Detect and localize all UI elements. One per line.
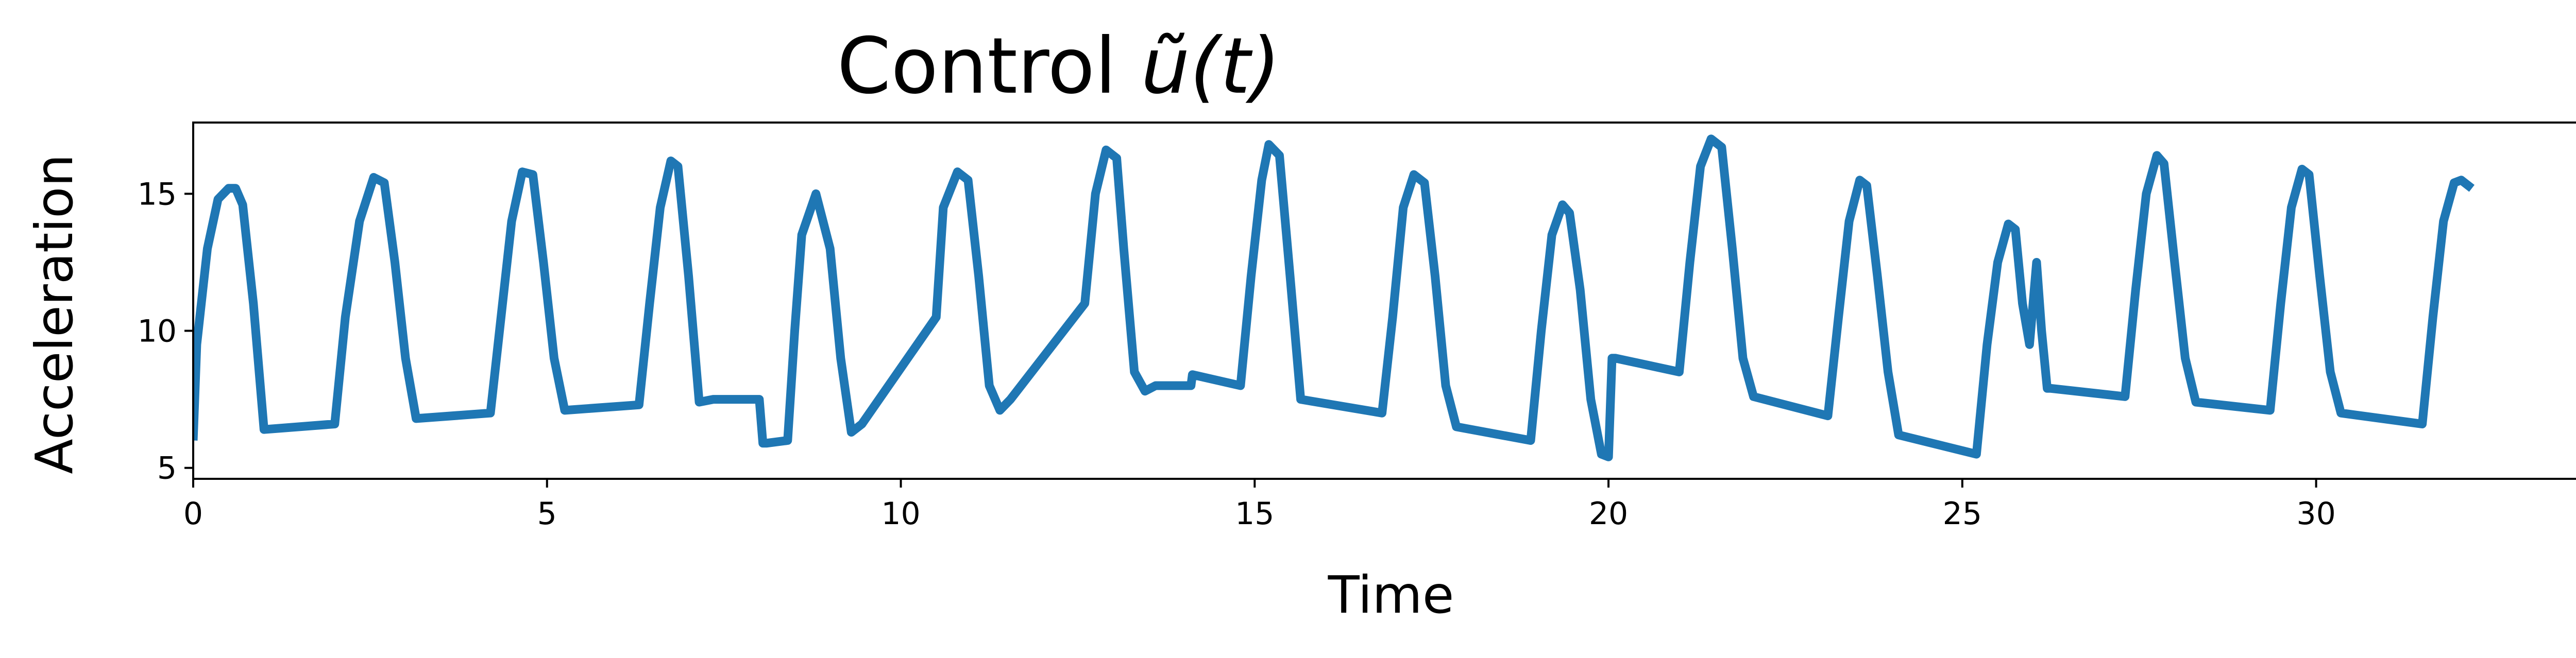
x-tick-label: 30 [2296, 496, 2335, 532]
x-tick-label: 20 [1589, 496, 1628, 532]
chart-title-text: Control [837, 22, 1141, 111]
x-tick-label: 10 [881, 496, 920, 532]
x-tick-label: 5 [537, 496, 557, 532]
x-axis-label: Time [1328, 565, 1454, 625]
x-tick-label: 15 [1235, 496, 1274, 532]
chart-title: Control ũ(t) [837, 22, 1281, 111]
x-tick-label: 0 [183, 496, 203, 532]
y-tick-label: 10 [138, 314, 177, 350]
series-line-0 [193, 134, 2475, 461]
chart-title-math: ũ(t) [1141, 22, 1280, 111]
y-tick-label: 5 [157, 451, 177, 487]
x-tick-label: 25 [1943, 496, 1982, 532]
y-tick-label: 15 [138, 176, 177, 212]
y-axis-label: Acceleration [24, 154, 84, 474]
axes-frame [192, 122, 2576, 480]
plot-area [193, 134, 2475, 461]
